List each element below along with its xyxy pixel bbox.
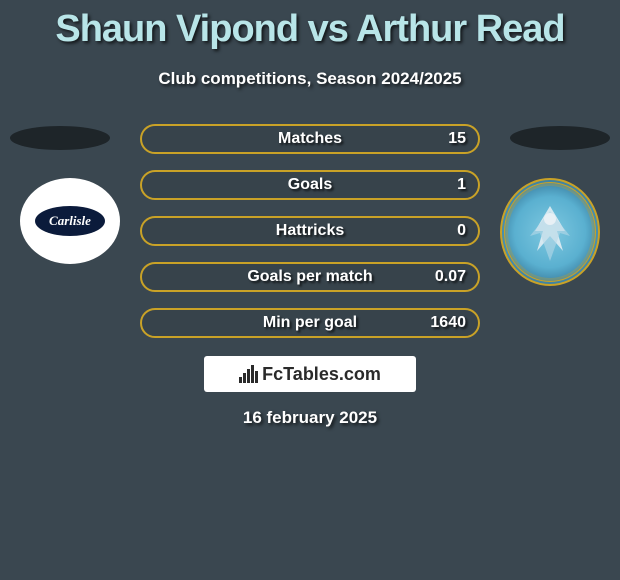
stat-label: Matches <box>278 130 342 148</box>
player-right-shadow <box>510 126 610 150</box>
stat-label: Goals <box>288 176 332 194</box>
stat-row-matches: Matches 15 <box>140 124 480 154</box>
stat-value-right: 0.07 <box>435 268 466 286</box>
footer-brand[interactable]: FcTables.com <box>204 356 416 392</box>
stat-value-right: 15 <box>448 130 466 148</box>
stat-row-min-per-goal: Min per goal 1640 <box>140 308 480 338</box>
chart-icon <box>239 365 258 383</box>
club-badge-left: Carlisle <box>20 178 120 264</box>
stat-row-goals: Goals 1 <box>140 170 480 200</box>
stat-value-right: 1640 <box>430 314 466 332</box>
club-left-label: Carlisle <box>35 206 105 236</box>
stats-container: Matches 15 Goals 1 Hattricks 0 Goals per… <box>140 124 480 354</box>
subtitle: Club competitions, Season 2024/2025 <box>0 69 620 89</box>
page-title: Shaun Vipond vs Arthur Read <box>0 0 620 51</box>
stat-value-right: 0 <box>457 222 466 240</box>
player-left-shadow <box>10 126 110 150</box>
date-label: 16 february 2025 <box>0 408 620 428</box>
stat-row-goals-per-match: Goals per match 0.07 <box>140 262 480 292</box>
stat-label: Min per goal <box>263 314 357 332</box>
stat-label: Hattricks <box>276 222 344 240</box>
stat-label: Goals per match <box>247 268 372 286</box>
club-right-icon <box>515 191 585 274</box>
club-badge-right <box>500 178 600 286</box>
stat-value-right: 1 <box>457 176 466 194</box>
stat-row-hattricks: Hattricks 0 <box>140 216 480 246</box>
footer-brand-text: FcTables.com <box>262 364 381 385</box>
